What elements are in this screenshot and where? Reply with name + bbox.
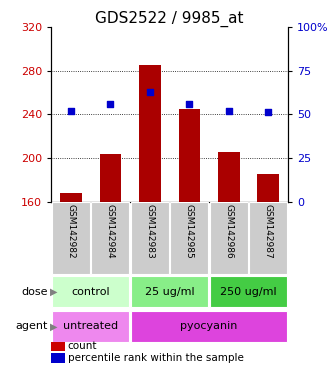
Text: GSM142982: GSM142982 <box>67 204 75 258</box>
Point <box>69 108 74 114</box>
Bar <box>91 202 129 274</box>
Bar <box>131 202 169 274</box>
Point <box>147 88 153 94</box>
Bar <box>131 276 209 307</box>
Bar <box>210 202 248 274</box>
Text: dose: dose <box>22 287 48 297</box>
Point <box>187 101 192 107</box>
Text: control: control <box>71 287 110 297</box>
Point <box>265 109 271 116</box>
Point <box>108 101 113 107</box>
Bar <box>139 65 161 202</box>
Bar <box>258 174 279 202</box>
Bar <box>52 311 129 342</box>
Text: 25 ug/ml: 25 ug/ml <box>145 287 194 297</box>
Text: GSM142984: GSM142984 <box>106 204 115 258</box>
Bar <box>170 202 209 274</box>
Point <box>226 108 231 114</box>
Bar <box>60 193 82 202</box>
Text: percentile rank within the sample: percentile rank within the sample <box>68 353 244 363</box>
Text: pyocyanin: pyocyanin <box>180 321 238 331</box>
Bar <box>52 276 129 307</box>
Bar <box>178 109 200 202</box>
Bar <box>131 311 287 342</box>
Text: agent: agent <box>16 321 48 331</box>
Text: ▶: ▶ <box>50 287 58 297</box>
Text: untreated: untreated <box>63 321 118 331</box>
Bar <box>218 152 240 202</box>
Text: ▶: ▶ <box>50 321 58 331</box>
Bar <box>52 202 90 274</box>
Text: GSM142986: GSM142986 <box>224 204 233 258</box>
Bar <box>100 154 121 202</box>
Bar <box>210 276 287 307</box>
Bar <box>249 202 287 274</box>
Text: GSM142985: GSM142985 <box>185 204 194 258</box>
Text: count: count <box>68 341 97 351</box>
Text: GSM142983: GSM142983 <box>145 204 155 258</box>
Title: GDS2522 / 9985_at: GDS2522 / 9985_at <box>95 11 244 27</box>
Text: GSM142987: GSM142987 <box>264 204 273 258</box>
Text: 250 ug/ml: 250 ug/ml <box>220 287 277 297</box>
